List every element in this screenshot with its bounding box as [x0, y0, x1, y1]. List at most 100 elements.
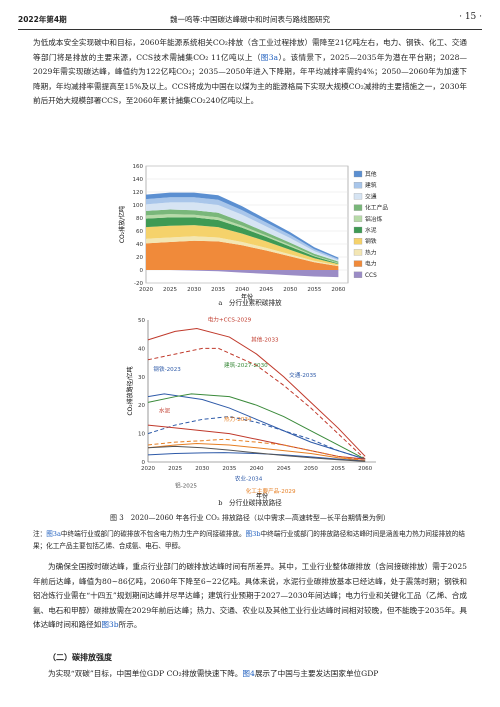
x-tick-label: 2055 — [331, 466, 345, 472]
legend-label: 交通 — [365, 192, 377, 200]
note-text: 中终端行业或部门的碳排放不包含电力热力生产的间接碳排放。 — [60, 530, 246, 538]
x-tick-label: 2060 — [331, 287, 345, 293]
legend-swatch — [353, 170, 363, 178]
legend-swatch — [353, 271, 363, 278]
y-tick-label: 20 — [136, 255, 143, 261]
series-annotation: 铝-2025 — [175, 482, 197, 490]
section-heading: （二）碳排放强度 — [48, 652, 112, 662]
legend-swatch — [353, 238, 363, 245]
legend-label: 建筑 — [365, 181, 377, 189]
y-tick-label: 100 — [133, 203, 144, 209]
series-line-化工主要产品 — [147, 443, 366, 462]
series-annotation: 热力-2034 — [224, 415, 252, 423]
x-tick-label: 2020 — [139, 287, 153, 293]
figure-note: 注：图3a中终端行业或部门的碳排放不包含电力热力生产的间接碳排放。图3b中终端行… — [33, 528, 467, 552]
legend-label: CCS — [365, 273, 377, 279]
note-text: 注： — [33, 530, 47, 538]
running-title: 魏一鸣等:中国碳达峰碳中和时间表与路线图研究 — [169, 15, 331, 24]
area-热力 — [146, 236, 339, 267]
legend-swatch — [353, 182, 363, 189]
series-line-农业 — [147, 452, 366, 462]
page-number: · 15 · — [459, 12, 482, 22]
x-tick-label: 2045 — [259, 287, 273, 293]
y-tick-label: 40 — [136, 242, 143, 248]
legend-swatch — [353, 226, 363, 234]
figure-link-4[interactable]: 图4 — [242, 669, 255, 678]
series-annotation: 钢铁-2023 — [153, 365, 181, 373]
issue-label: 2022年第4期 — [18, 15, 67, 24]
paragraph-text: ）。该情景下，2025—2035年为潜在平台期；2028—2029年需实现碳达峰… — [33, 52, 467, 106]
paragraph-middle: 为确保全国按时碳达峰，重点行业部门的碳排放达峰时间有所差异。其中，工业行业整体碳… — [33, 560, 467, 633]
figure-link-3a[interactable]: 图3a — [46, 530, 61, 538]
series-line-热力 — [147, 438, 366, 462]
x-tick-label: 2035 — [222, 466, 236, 472]
paragraph-text: 为实现“双碳”目标，中国单位GDP CO₂排放需快速下降。 — [48, 669, 243, 678]
paragraph-text: 所示。 — [118, 620, 142, 630]
paragraph-text: 展示了中国与主要发达国家单位GDP — [254, 669, 379, 678]
x-tick-label: 2020 — [141, 466, 155, 472]
y-tick-label: 0 — [142, 460, 146, 466]
x-tick-label: 2030 — [195, 466, 209, 472]
y-tick-label: 120 — [133, 190, 144, 196]
figure-b-subcaption: b 分行业碳排放路径 — [218, 499, 282, 507]
series-line-建筑 — [147, 393, 366, 460]
y-tick-label: 160 — [133, 164, 144, 170]
y-axis-title: CO₂排放/亿吨 — [118, 206, 126, 243]
x-tick-label: 2060 — [358, 466, 372, 472]
page-header: 2022年第4期 魏一鸣等:中国碳达峰碳中和时间表与路线图研究 · 15 · — [18, 12, 482, 26]
x-tick-label: 2035 — [211, 287, 225, 293]
x-axis-title: 年份 — [256, 492, 268, 500]
y-tick-label: 140 — [133, 177, 144, 183]
series-line-交通 — [147, 416, 366, 460]
y-tick-label: 0 — [140, 268, 144, 274]
area-CCS — [146, 270, 339, 278]
area-电力 — [146, 240, 339, 270]
y-tick-label: 60 — [136, 229, 143, 235]
y-tick-label: 20 — [138, 403, 145, 409]
series-line-电力+CCS — [147, 328, 366, 457]
x-axis-title: 年份 — [241, 293, 253, 301]
x-tick-label: 2025 — [168, 466, 182, 472]
legend-swatch — [353, 193, 363, 200]
legend-label: 水泥 — [365, 226, 377, 234]
y-tick-label: 30 — [138, 375, 145, 381]
legend-label: 铝冶炼 — [365, 215, 383, 223]
series-annotation: 水泥 — [159, 406, 171, 414]
legend-label: 钢铁 — [365, 237, 377, 245]
y-tick-label: 50 — [138, 318, 145, 324]
series-annotation: 交通-2035 — [289, 371, 317, 379]
legend-label: 电力 — [365, 260, 377, 268]
legend-label: 热力 — [365, 248, 377, 256]
series-annotation: 其他-2033 — [251, 335, 279, 343]
series-annotation: 化工主要产品-2029 — [246, 487, 296, 495]
y-tick-label: -20 — [134, 281, 143, 287]
legend-swatch — [353, 249, 363, 256]
x-tick-label: 2040 — [235, 287, 249, 293]
legend-swatch — [353, 260, 363, 267]
figure-link-3b[interactable]: 图3b — [101, 620, 119, 630]
series-annotation: 电力+CCS-2029 — [208, 315, 252, 323]
x-tick-label: 2050 — [304, 466, 318, 472]
paragraph-text: 为确保全国按时碳达峰，重点行业部门的碳排放达峰时间有所差异。其中，工业行业整体碳… — [33, 562, 467, 630]
x-tick-label: 2045 — [277, 466, 291, 472]
area-钢铁 — [146, 225, 339, 266]
y-tick-label: 40 — [138, 346, 145, 352]
x-tick-label: 2030 — [187, 287, 201, 293]
y-tick-label: 80 — [136, 216, 143, 222]
header-rule — [18, 29, 482, 30]
figure-link-3a[interactable]: 图3a — [260, 52, 279, 62]
x-tick-label: 2055 — [307, 287, 321, 293]
legend-label: 化工产品 — [365, 204, 388, 212]
note-text: 中终端行业或部门的排放路径和达峰时间是涵盖电力热力间接排放的结果；化工产品主要包… — [33, 530, 465, 550]
area-交通 — [146, 202, 339, 262]
series-annotation: 建筑-2027-2030 — [224, 361, 268, 369]
paragraph-top: 为低成本安全实现碳中和目标，2060年能源系统相关CO₂排放（含工业过程排放）需… — [33, 36, 467, 109]
x-tick-label: 2040 — [250, 466, 264, 472]
series-line-钢铁 — [147, 393, 366, 460]
x-tick-label: 2025 — [163, 287, 177, 293]
figure-a-subcaption: a 分行业累积碳排放 — [218, 299, 282, 307]
legend-swatch — [353, 204, 363, 211]
figure-link-3b[interactable]: 图3b — [245, 530, 261, 538]
